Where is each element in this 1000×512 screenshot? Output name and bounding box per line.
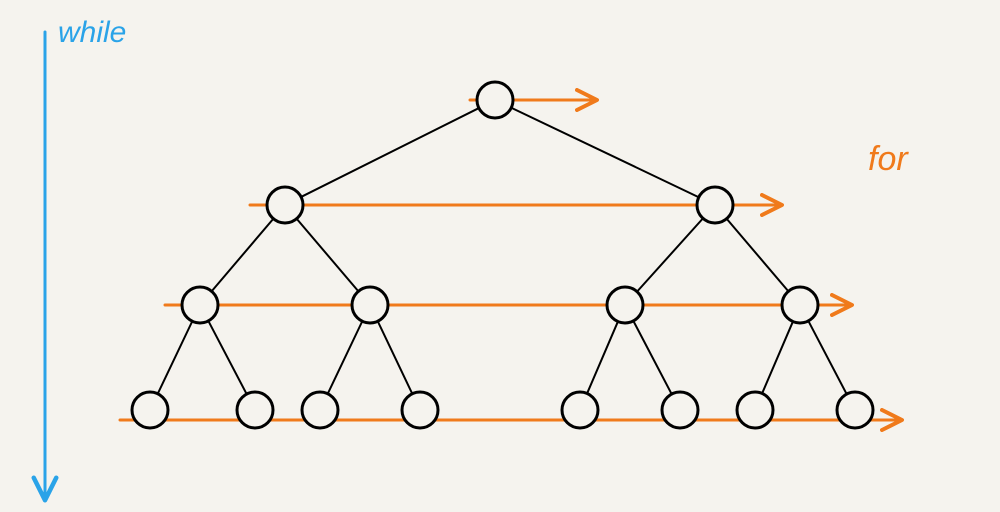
tree-edges [158, 108, 847, 394]
tree-node [477, 82, 513, 118]
tree-node [662, 392, 698, 428]
tree-node [737, 392, 773, 428]
tree-node [402, 392, 438, 428]
tree-edge [762, 322, 793, 394]
tree-node [837, 392, 873, 428]
tree-edge [208, 321, 246, 394]
tree-edge [378, 321, 413, 393]
tree-edge [212, 219, 274, 292]
for-label: for [868, 140, 909, 178]
tree-node [267, 187, 303, 223]
tree-edge [328, 321, 363, 393]
tree-edge [297, 219, 359, 292]
tree-node [782, 287, 818, 323]
tree-edge [158, 321, 193, 393]
tree-edge [633, 321, 671, 394]
tree-node [182, 287, 218, 323]
tree-node [302, 392, 338, 428]
tree-node [132, 392, 168, 428]
while-label: while [58, 16, 126, 49]
tree-edge [301, 108, 479, 197]
tree-node [352, 287, 388, 323]
tree-edge [727, 219, 789, 292]
tree-node [607, 287, 643, 323]
tree-node [697, 187, 733, 223]
bfs-tree-diagram: while for [0, 0, 1000, 512]
tree-node [237, 392, 273, 428]
tree-node [562, 392, 598, 428]
tree-edge [587, 322, 618, 394]
tree-edge [808, 321, 846, 394]
tree-edge [637, 218, 703, 291]
tree-edge [511, 108, 699, 197]
